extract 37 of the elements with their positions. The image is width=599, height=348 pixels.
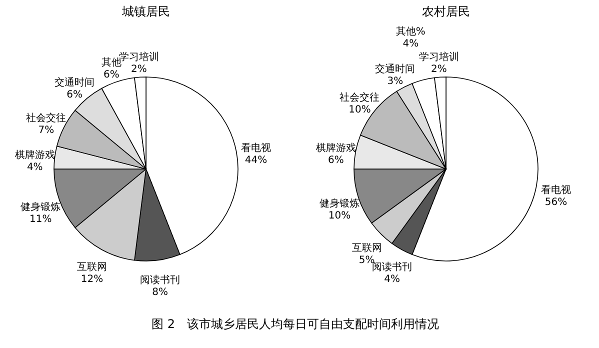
slice-label: 互联网 [77, 261, 108, 274]
slice-label: 棋牌游戏 [14, 148, 55, 161]
slice-label: 健身锻炼 [20, 200, 61, 213]
slice-label: 健身锻炼 [319, 198, 360, 210]
data-label: 4% [402, 38, 419, 50]
slice-label: 阅读书刊 [140, 274, 180, 286]
data-label: 6% [103, 69, 120, 80]
slice-label: 社会交往 [340, 92, 380, 104]
data-label: 10% [348, 104, 371, 116]
slice-label: 其他% [396, 25, 426, 38]
data-label: 56% [544, 196, 568, 208]
slice-label: 交通时间 [54, 76, 95, 89]
data-label: 2% [131, 64, 147, 76]
data-label: 6% [66, 90, 83, 101]
data-label: 4% [26, 162, 43, 173]
slice-label: 学习培训 [418, 51, 459, 64]
data-label: 2% [431, 64, 447, 76]
data-label: 7% [38, 125, 54, 136]
slice-label: 社会交往 [26, 112, 66, 124]
slice-label: 看电视 [241, 142, 272, 154]
chart-title: 城镇居民 [121, 4, 170, 18]
data-label: 6% [328, 155, 344, 166]
caption: 图 2 该市城乡居民人均每日可自由支配时间利用情况 [152, 316, 440, 331]
data-label: 8% [152, 287, 168, 298]
slice-label: 交通时间 [375, 63, 416, 76]
slice-label: 看电视 [541, 184, 572, 196]
slice-label: 其他 [101, 56, 122, 68]
chart-title: 农村居民 [422, 4, 470, 18]
data-label: 4% [384, 274, 400, 286]
slice-label: 棋牌游戏 [316, 142, 356, 154]
data-label: 11% [30, 214, 52, 225]
data-label: 3% [387, 76, 404, 88]
slice-label: 互联网 [352, 242, 382, 254]
slice-label: 阅读书刊 [372, 261, 412, 274]
data-label: 10% [328, 210, 351, 222]
data-label: 12% [80, 274, 104, 286]
data-label: 44% [244, 155, 268, 166]
